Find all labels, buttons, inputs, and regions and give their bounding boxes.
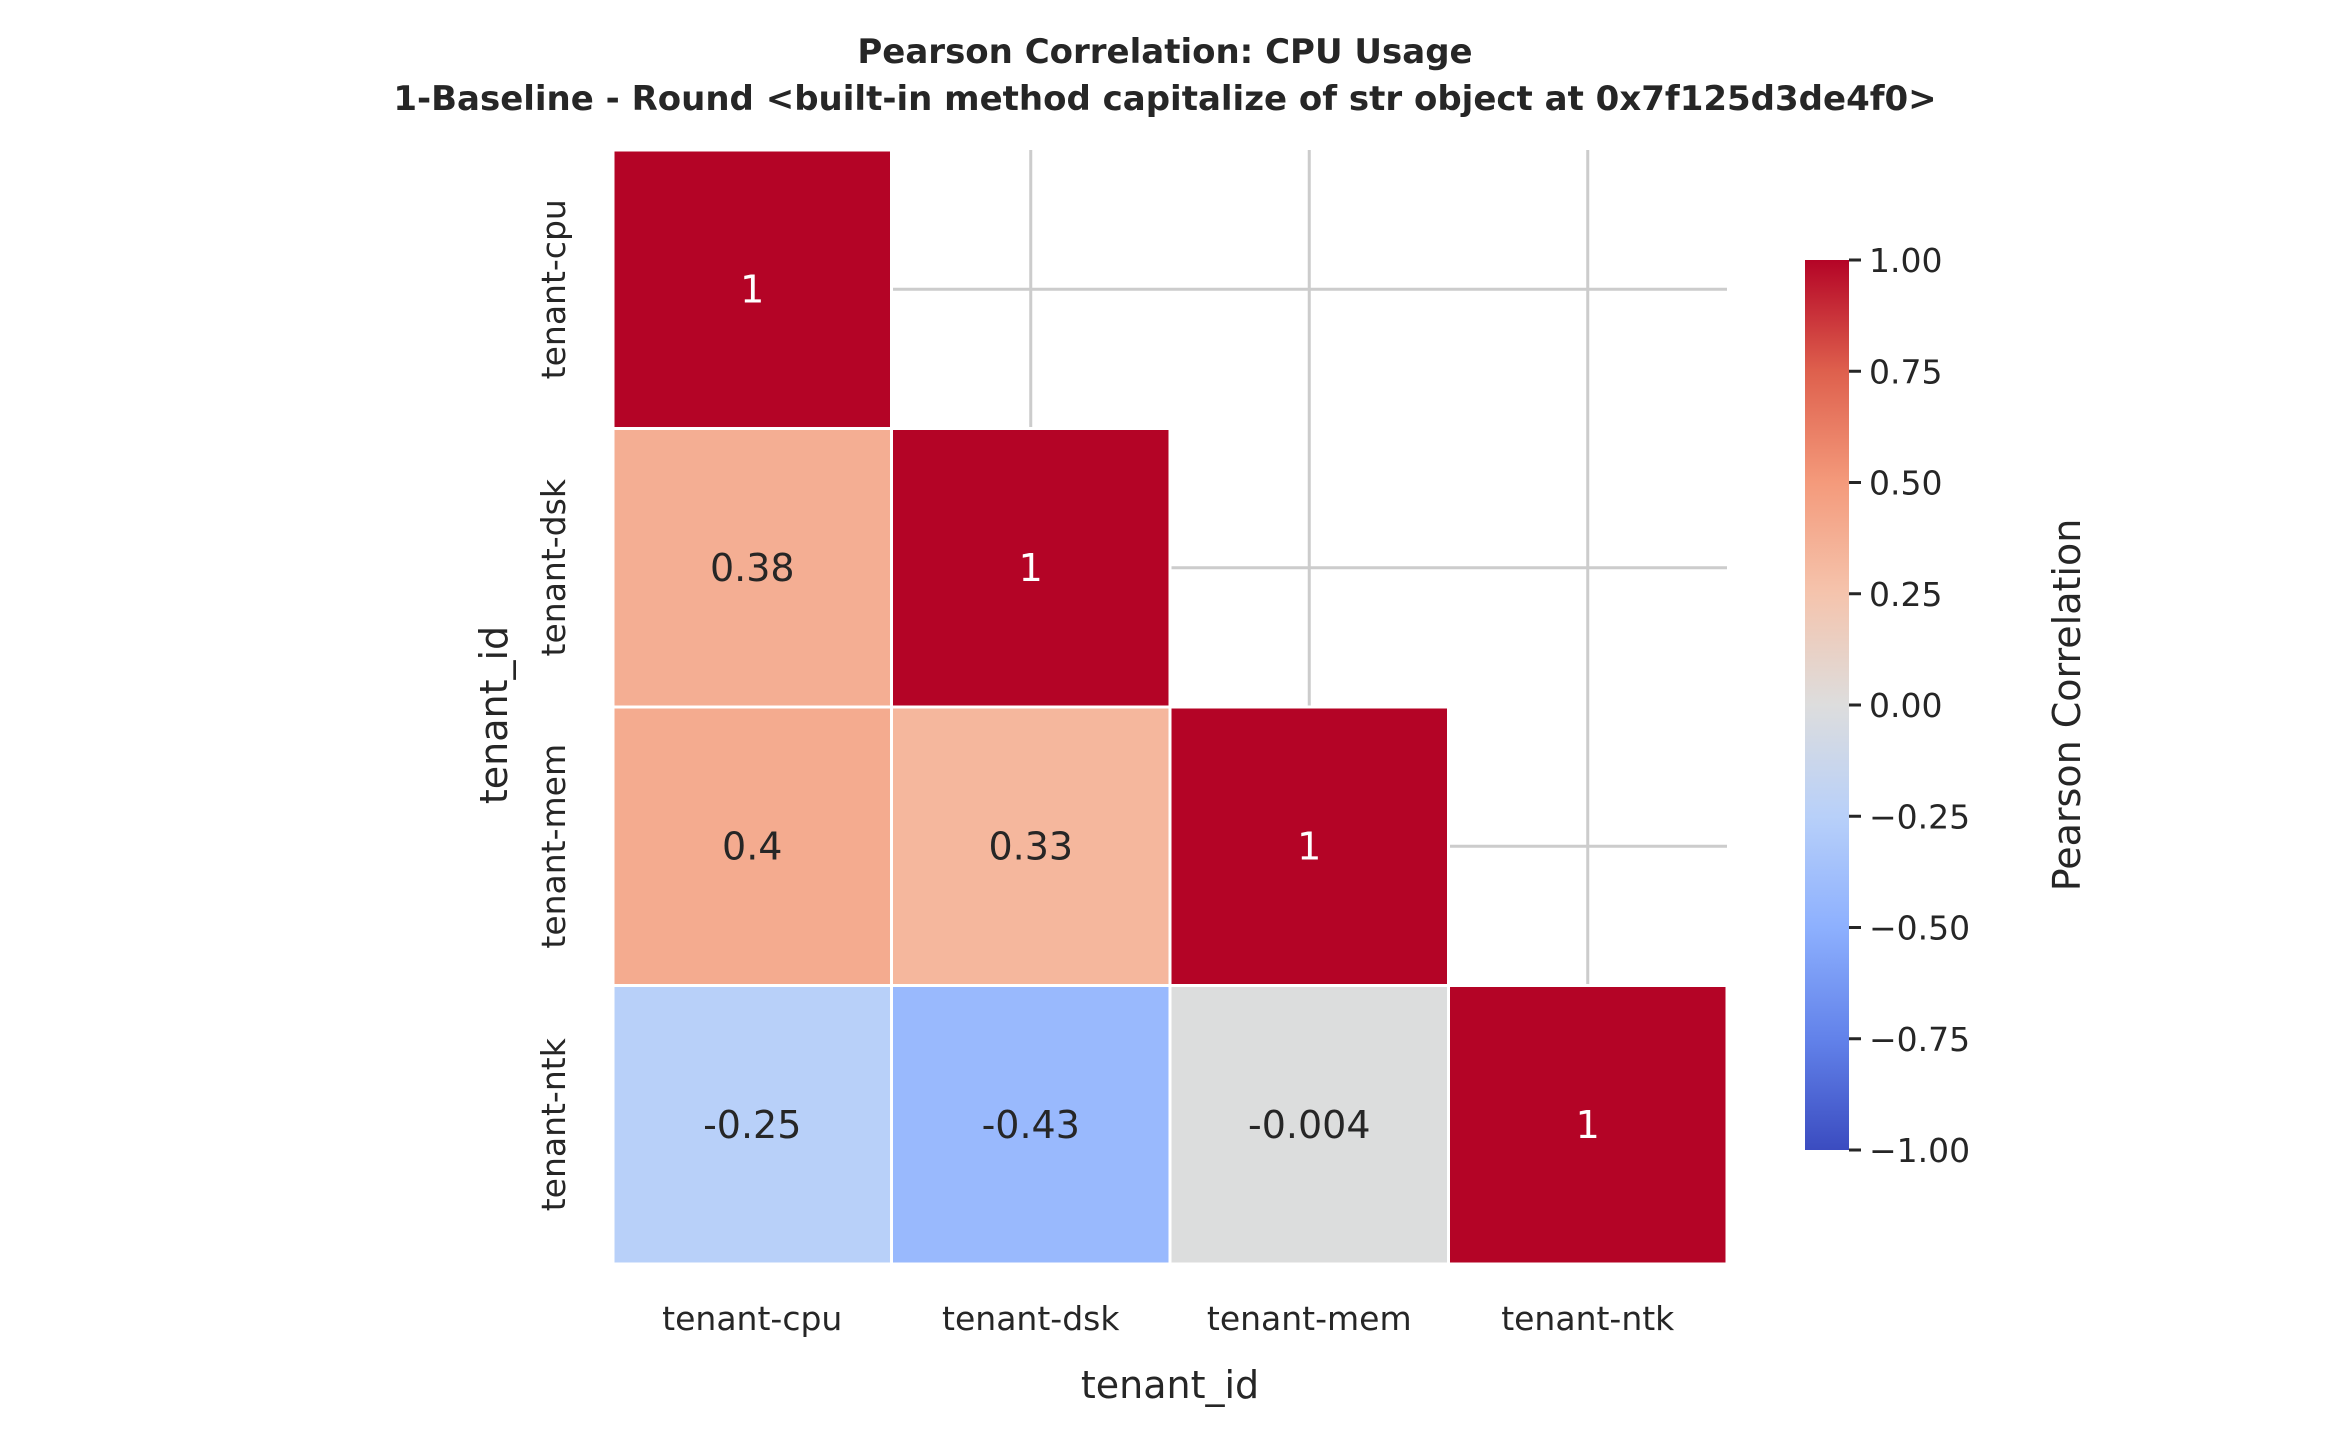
- colorbar-tick-label: 0.25: [1869, 575, 1942, 614]
- heatmap-cell-tenant-mem-tenant-mem: [1168, 705, 1450, 987]
- colorbar-tick-label: 0.00: [1869, 686, 1942, 725]
- cell-value-label: -0.004: [1248, 1103, 1371, 1147]
- colorbar-tick-label: 1.00: [1869, 241, 1942, 280]
- heatmap-cells: 1 0.38 1 0.4 0.33 1 -0.25 -0.43 -0.004 1: [611, 148, 1729, 1266]
- heatmap-cell-tenant-ntk-tenant-mem: [1168, 984, 1450, 1266]
- cell-value-label: 0.38: [710, 546, 795, 590]
- x-tick-labels: tenant-cpu tenant-dsk tenant-mem tenant-ntk: [662, 1299, 1675, 1338]
- colorbar-ticks: 1.00 0.75 0.50 0.25 0.00 −0.25 −0.50 −0.75 −1.00: [1849, 241, 1970, 1170]
- colorbar-tick-label: −0.75: [1869, 1020, 1970, 1059]
- x-tick-label: tenant-ntk: [1501, 1299, 1675, 1338]
- y-tick-label: tenant-dsk: [534, 478, 573, 656]
- cell-value-label: -0.25: [703, 1103, 801, 1147]
- x-tick-label: tenant-cpu: [662, 1299, 842, 1338]
- colorbar-tick-label: −0.50: [1869, 909, 1970, 948]
- y-tick-labels: tenant-cpu tenant-dsk tenant-mem tenant-ntk: [534, 199, 573, 1211]
- colorbar-label: Pearson Correlation: [2045, 519, 2089, 892]
- cell-value-label: 0.33: [988, 824, 1073, 868]
- colorbar-tick-label: −0.25: [1869, 797, 1970, 836]
- chart-subtitle: 1-Baseline - Round <built-in method capi…: [393, 79, 1936, 119]
- heatmap-cell-tenant-ntk-tenant-dsk: [890, 984, 1172, 1266]
- y-tick-label: tenant-ntk: [534, 1037, 573, 1211]
- colorbar-gradient: [1805, 260, 1849, 1150]
- cell-value-label: 1: [1019, 546, 1043, 590]
- y-tick-label: tenant-mem: [534, 744, 573, 949]
- heatmap-cell-tenant-ntk-tenant-cpu: [611, 984, 893, 1266]
- cell-value-label: -0.43: [982, 1103, 1080, 1147]
- heatmap-cell-tenant-ntk-tenant-ntk: [1447, 984, 1729, 1266]
- x-tick-label: tenant-mem: [1207, 1299, 1412, 1338]
- colorbar-tick-label: 0.75: [1869, 352, 1942, 391]
- heatmap-cell-tenant-dsk-tenant-cpu: [611, 427, 893, 709]
- heatmap-cell-tenant-cpu-tenant-cpu: [611, 148, 893, 430]
- colorbar-tick-label: −1.00: [1869, 1131, 1970, 1170]
- cell-value-label: 1: [1576, 1103, 1600, 1147]
- y-tick-label: tenant-cpu: [534, 199, 573, 379]
- chart-title: Pearson Correlation: CPU Usage: [857, 32, 1472, 72]
- y-axis-label: tenant_id: [472, 626, 516, 804]
- cell-value-label: 1: [1297, 824, 1321, 868]
- heatmap-cell-tenant-dsk-tenant-dsk: [890, 427, 1172, 709]
- x-tick-label: tenant-dsk: [942, 1299, 1120, 1338]
- colorbar-tick-label: 0.50: [1869, 464, 1942, 503]
- colorbar: 1.00 0.75 0.50 0.25 0.00 −0.25 −0.50 −0.75 −1.00…: [1805, 241, 2089, 1170]
- cell-value-label: 1: [740, 267, 764, 311]
- cell-value-label: 0.4: [722, 824, 782, 868]
- x-axis-label: tenant_id: [1081, 1363, 1259, 1407]
